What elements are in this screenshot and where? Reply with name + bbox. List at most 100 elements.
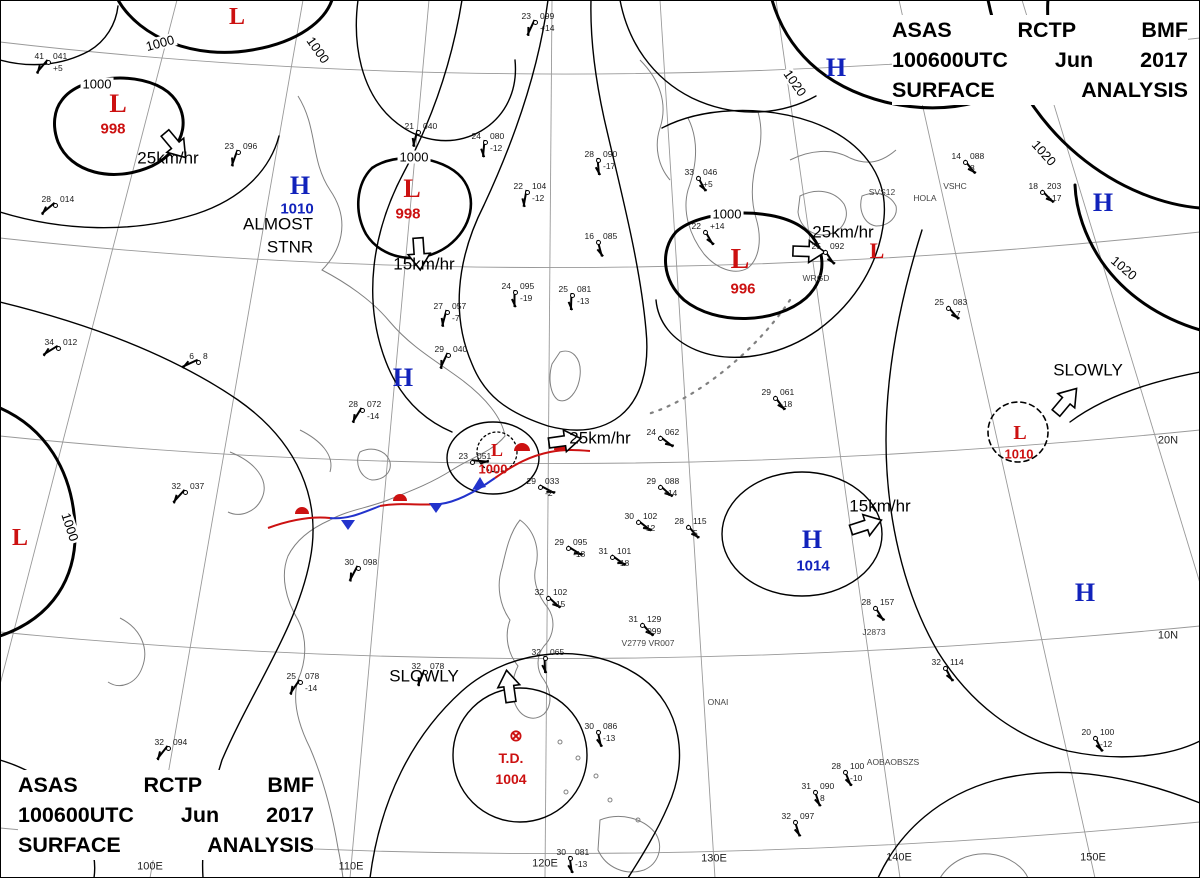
movement-label: 15km/hr (393, 254, 455, 274)
station-temperature: 25 (286, 671, 296, 681)
station-circle (595, 239, 601, 245)
low-pressure-symbol: L (730, 244, 750, 275)
station-pressure: 129 (647, 614, 662, 624)
station-pressure: 088 (970, 151, 985, 161)
station-circle (567, 855, 573, 861)
longitude-label: 110E (338, 860, 364, 873)
movement-label: 25km/hr (812, 222, 874, 242)
station-circle (235, 149, 241, 155)
station-temperature: 30 (584, 721, 594, 731)
station-circle (444, 309, 450, 315)
td-symbol: ⊗ (509, 728, 523, 745)
station-circle (542, 655, 548, 661)
station-id: WRGD (802, 272, 830, 283)
latitude-label: 10N (1157, 629, 1179, 642)
high-pressure-symbol: H (1074, 578, 1096, 607)
station-temperature: 28 (831, 761, 841, 771)
station-tendency: 5 (693, 528, 698, 538)
high-pressure-symbol: H (289, 171, 311, 200)
station-temperature: 28 (41, 194, 51, 204)
longitude-label: 150E (1080, 851, 1106, 864)
station-pressure: 040 (423, 121, 438, 131)
longitude-label: 140E (886, 851, 912, 864)
movement-label: ALMOST (243, 214, 313, 234)
station-pressure: 090 (820, 781, 835, 791)
longitude-label: 130E (701, 852, 727, 865)
pressure-value: 996 (730, 280, 756, 298)
station-pressure: 041 (53, 51, 68, 61)
station-temperature: 25 (558, 284, 568, 294)
station-tendency: -2 (545, 488, 553, 498)
station-circle (422, 669, 428, 675)
station-circle (945, 305, 951, 311)
station-temperature: 29 (554, 537, 564, 547)
station-pressure: 083 (953, 297, 968, 307)
pressure-value: 998 (395, 205, 421, 223)
station-temperature: 18 (1028, 181, 1038, 191)
movement-label: STNR (266, 237, 314, 257)
station-pressure: 115 (693, 516, 707, 526)
station-temperature: 25 (811, 241, 821, 251)
station-pressure: 090 (603, 149, 618, 159)
station-circle (537, 484, 543, 490)
low-pressure-symbol: L (109, 89, 127, 118)
station-pressure: 102 (643, 511, 658, 521)
product-title: ASAS RCTP BMF (18, 773, 314, 797)
station-tendency: -10 (850, 773, 863, 783)
station-pressure: 088 (665, 476, 680, 486)
station-id: AOBAOBSZS (866, 756, 920, 767)
station-tendency: -13 (603, 733, 616, 743)
station-tendency: +5 (703, 179, 713, 189)
station-circle (657, 484, 663, 490)
low-1000-dotted-circle (476, 431, 518, 473)
station-pressure: 046 (703, 167, 718, 177)
station-circle (415, 129, 421, 135)
station-pressure: 078 (430, 661, 445, 671)
td-pressure: 1004 (495, 771, 527, 787)
valid-time: 100600UTC Jun 2017 (18, 803, 314, 827)
station-tendency: +14 (540, 23, 555, 33)
station-temperature: 32 (154, 737, 164, 747)
station-pressure: 072 (367, 399, 382, 409)
station-circle (482, 139, 488, 145)
station-pressure: 040 (453, 344, 468, 354)
station-circle (55, 345, 61, 351)
td-label: T.D. (498, 750, 524, 766)
station-pressure: 203 (1047, 181, 1062, 191)
station-pressure: 096 (243, 141, 258, 151)
low-pressure-symbol: L (11, 525, 29, 551)
station-circle (297, 679, 303, 685)
pressure-value: 1000 (478, 461, 508, 477)
title-block-bottom-left: ASAS RCTP BMF 100600UTC Jun 2017 SURFACE… (18, 770, 314, 860)
station-pressure: 037 (190, 481, 205, 491)
station-circle (524, 189, 530, 195)
cold-front-triangle (472, 477, 486, 490)
pressure-value: 1014 (796, 557, 830, 575)
low-1000-isobar (446, 421, 540, 495)
station-tendency: 099 (647, 626, 662, 636)
station-circle (545, 595, 551, 601)
station-temperature: 23 (521, 11, 531, 21)
station-pressure: 099 (540, 11, 555, 21)
valid-time: 100600UTC Jun 2017 (892, 48, 1188, 72)
station-pressure: 014 (60, 194, 75, 204)
station-pressure: 057 (452, 301, 467, 311)
station-pressure: 085 (603, 231, 618, 241)
station-temperature: 32 (411, 661, 421, 671)
station-pressure: 104 (532, 181, 547, 191)
station-temperature: 22 (513, 181, 523, 191)
warm-front-semicircle (393, 494, 407, 501)
station-pressure: 097 (800, 811, 815, 821)
station-pressure: 065 (550, 647, 565, 657)
station-temperature: 30 (624, 511, 634, 521)
station-temperature: 29 (526, 476, 536, 486)
station-tendency: -7 (953, 309, 961, 319)
station-circle (639, 622, 645, 628)
station-pressure: 078 (305, 671, 320, 681)
station-circle (565, 545, 571, 551)
station-pressure: 095 (573, 537, 588, 547)
station-pressure: 012 (63, 337, 78, 347)
pressure-value: 1010 (280, 200, 314, 218)
isobar-label: 1000 (80, 76, 114, 92)
station-temperature: 25 (934, 297, 944, 307)
